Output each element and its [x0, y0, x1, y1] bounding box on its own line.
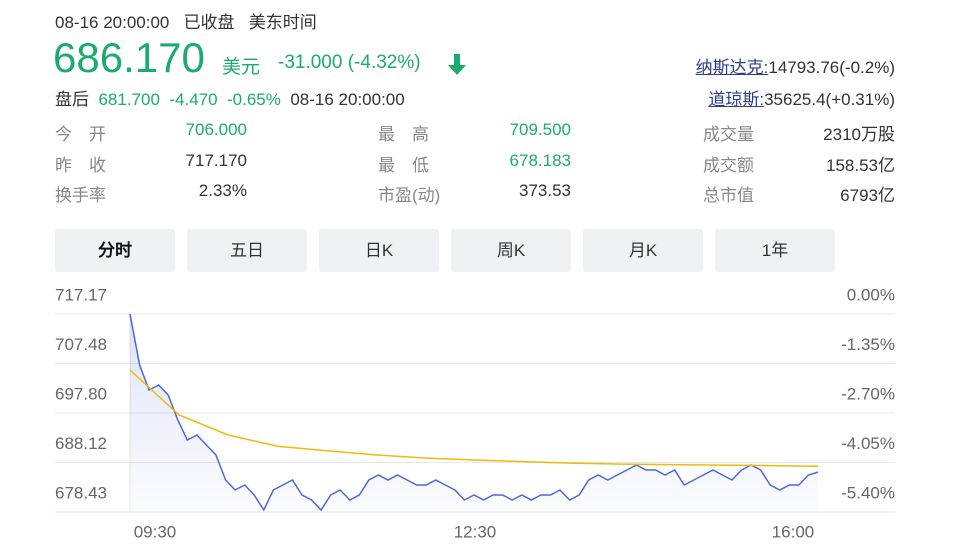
stat-label: 最 低: [378, 156, 429, 175]
x-tick-label: 09:30: [134, 522, 177, 541]
timestamp: 08-16 20:00:00: [55, 13, 170, 32]
after-hours-pct: -0.65%: [227, 90, 281, 109]
line: [129, 369, 819, 467]
y-tick-label: 707.48: [55, 335, 107, 354]
stat-value: 2310万股: [823, 125, 895, 144]
stat-value: 158.53亿: [826, 156, 895, 175]
index-nasdaq[interactable]: 纳斯达克:14793.76(-0.2%): [696, 53, 895, 78]
y2-tick-label: -1.35%: [841, 335, 895, 354]
stat-label: 最 高: [378, 125, 429, 144]
after-hours-label: 盘后: [55, 90, 89, 109]
timezone: 美东时间: [248, 13, 317, 32]
index-name[interactable]: 道琼斯:: [708, 90, 765, 109]
tab[interactable]: 1年: [715, 229, 835, 272]
line: [129, 313, 819, 512]
index-value: 35625.4(+0.31%): [764, 90, 895, 109]
stat-label: 昨 收: [55, 156, 106, 175]
header: 08-16 20:00:00 已收盘 美东时间: [55, 8, 317, 33]
after-hours: 盘后 681.700 -4.470 -0.65% 08-16 20:00:00: [55, 85, 405, 110]
stat-value: 678.183: [509, 151, 571, 170]
y-tick-label: 678.43: [55, 483, 107, 502]
status: 已收盘: [183, 13, 235, 32]
stat-label: 总市值: [703, 186, 754, 205]
stat-label: 成交量: [703, 125, 754, 144]
tab[interactable]: 五日: [187, 229, 307, 272]
stat-label: 今 开: [55, 125, 106, 144]
stat-label: 换手率: [55, 186, 106, 205]
stat-value: 706.000: [185, 120, 247, 139]
stat-label: 市盈(动): [378, 186, 441, 205]
y2-tick-label: -4.05%: [841, 434, 895, 453]
stat-value: 717.170: [185, 151, 247, 170]
y-tick-label: 717.17: [55, 285, 107, 304]
after-hours-time: 08-16 20:00:00: [290, 90, 405, 109]
index-value: 14793.76(-0.2%): [768, 58, 895, 77]
stat-value: 373.53: [519, 181, 571, 200]
y-tick-label: 688.12: [55, 434, 107, 453]
tab[interactable]: 月K: [583, 229, 703, 272]
tab[interactable]: 周K: [451, 229, 571, 272]
down-arrow: [448, 54, 466, 75]
index-name[interactable]: 纳斯达克:: [695, 58, 769, 77]
after-hours-price: 681.700: [98, 90, 160, 109]
y-tick-label: 697.80: [55, 384, 107, 403]
tab[interactable]: 日K: [319, 229, 439, 272]
x-tick-label: 12:30: [454, 522, 497, 541]
stat-value: 709.500: [509, 120, 571, 139]
index-dow[interactable]: 道琼斯:35625.4(+0.31%): [708, 85, 895, 110]
stat-value: 2.33%: [198, 181, 247, 200]
x-tick-label: 16:00: [772, 522, 815, 541]
after-hours-change: -4.470: [169, 90, 218, 109]
y2-tick-label: -5.40%: [841, 483, 895, 502]
area: [130, 314, 818, 512]
change: -31.000 (-4.32%): [278, 52, 421, 73]
y2-tick-label: -2.70%: [841, 384, 895, 403]
price: 686.170: [53, 34, 205, 81]
stat-label: 成交额: [703, 156, 754, 175]
stat-value: 6793亿: [840, 186, 895, 205]
currency: 美元: [222, 57, 261, 78]
y2-tick-label: 0.00%: [847, 285, 895, 304]
tab[interactable]: 分时: [55, 229, 175, 272]
